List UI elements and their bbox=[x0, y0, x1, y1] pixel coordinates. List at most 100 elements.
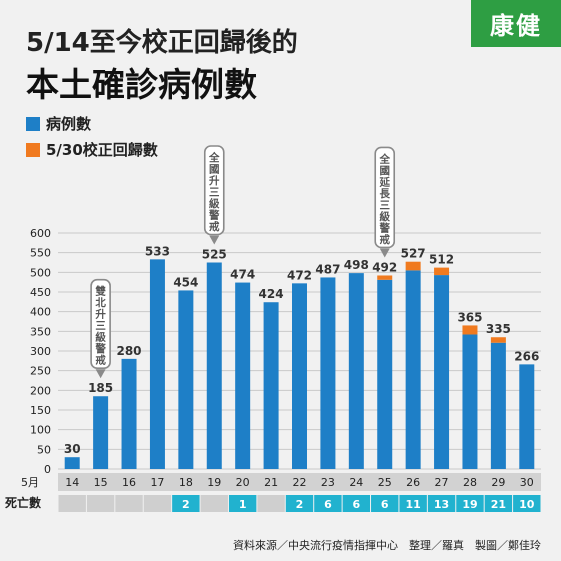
deaths-cell bbox=[86, 495, 115, 512]
deaths-cell bbox=[58, 495, 86, 512]
data-label: 185 bbox=[88, 381, 113, 395]
bar-cases bbox=[121, 358, 137, 469]
x-tick-label: 21 bbox=[264, 476, 278, 489]
bar-cases bbox=[64, 457, 80, 469]
data-label: 512 bbox=[429, 253, 454, 267]
deaths-value: 21 bbox=[491, 498, 506, 511]
deaths-cell bbox=[342, 495, 371, 512]
y-tick-label: 550 bbox=[30, 247, 51, 260]
x-tick-label: 14 bbox=[65, 476, 79, 489]
legend-item-correction: 5/30校正回歸數 bbox=[26, 139, 158, 160]
deaths-value: 6 bbox=[324, 498, 332, 511]
bar-correction bbox=[377, 275, 393, 280]
bar-cases bbox=[178, 290, 194, 469]
deaths-cell bbox=[456, 495, 484, 512]
title-line-1: 5/14至今校正回歸後的 bbox=[26, 28, 298, 58]
bar-cases bbox=[377, 279, 393, 469]
x-tick-label: 20 bbox=[236, 476, 250, 489]
deaths-value: 1 bbox=[239, 498, 247, 511]
bar-cases bbox=[434, 275, 450, 469]
x-tick-label: 28 bbox=[463, 476, 477, 489]
legend-item-cases: 病例數 bbox=[26, 113, 91, 134]
data-label: 533 bbox=[145, 244, 170, 258]
bar-cases bbox=[206, 262, 222, 469]
deaths-cell bbox=[228, 495, 257, 512]
deaths-cell bbox=[513, 495, 541, 512]
legend-label-correction: 5/30校正回歸數 bbox=[46, 141, 158, 159]
deaths-cell bbox=[285, 495, 314, 512]
annotation-text: 全國延長三級警戒 bbox=[378, 152, 390, 246]
legend-swatch-cases bbox=[26, 116, 40, 131]
bar-cases bbox=[348, 273, 364, 469]
x-axis-month-label: 5月 bbox=[21, 476, 39, 489]
bar-cases bbox=[519, 364, 535, 469]
data-label: 335 bbox=[486, 322, 511, 336]
y-tick-label: 150 bbox=[30, 404, 51, 417]
y-tick-label: 350 bbox=[30, 325, 51, 338]
title-line-2: 本土確診病例數 bbox=[26, 65, 257, 104]
y-tick-label: 250 bbox=[30, 365, 51, 378]
annotation-arrow bbox=[379, 248, 390, 258]
x-tick-label: 24 bbox=[349, 476, 363, 489]
x-axis-band bbox=[58, 473, 541, 491]
bar-correction bbox=[434, 267, 450, 276]
x-tick-label: 22 bbox=[293, 476, 307, 489]
x-tick-label: 16 bbox=[122, 476, 136, 489]
data-label: 498 bbox=[344, 258, 369, 272]
y-tick-label: 100 bbox=[30, 424, 51, 437]
x-tick-label: 17 bbox=[150, 476, 164, 489]
data-label: 527 bbox=[401, 247, 426, 261]
legend-label-cases: 病例數 bbox=[46, 115, 92, 133]
deaths-value: 13 bbox=[434, 498, 449, 511]
deaths-cell bbox=[484, 495, 513, 512]
annotation-text: 雙北升三級警戒 bbox=[94, 285, 106, 367]
deaths-value: 19 bbox=[462, 498, 477, 511]
deaths-cell bbox=[200, 495, 228, 512]
x-tick-label: 26 bbox=[406, 476, 420, 489]
y-tick-label: 200 bbox=[30, 384, 51, 397]
x-tick-label: 30 bbox=[520, 476, 534, 489]
bar-cases bbox=[292, 283, 307, 469]
legend-swatch-correction bbox=[26, 142, 40, 157]
bar-correction bbox=[462, 325, 478, 335]
deaths-value: 6 bbox=[381, 498, 389, 511]
deaths-value: 11 bbox=[405, 498, 420, 511]
deaths-cell bbox=[399, 495, 427, 512]
x-tick-label: 15 bbox=[94, 476, 108, 489]
brand-logo: 康健 bbox=[471, 0, 561, 47]
annotation-box bbox=[90, 278, 111, 370]
bar-cases bbox=[235, 282, 251, 469]
x-tick-label: 29 bbox=[491, 476, 505, 489]
bar-cases bbox=[149, 259, 165, 469]
y-tick-label: 450 bbox=[30, 286, 51, 299]
data-label: 492 bbox=[372, 260, 397, 274]
deaths-cell bbox=[143, 495, 172, 512]
annotation-text: 全國升三級警戒 bbox=[208, 151, 220, 233]
data-label: 474 bbox=[230, 268, 255, 282]
y-tick-label: 400 bbox=[30, 306, 51, 319]
y-tick-label: 0 bbox=[44, 463, 51, 476]
bar-cases bbox=[320, 277, 336, 469]
source-credit: 資料來源／中央流行疫情指揮中心 整理／羅真 製圖／鄭佳玲 bbox=[233, 539, 541, 552]
data-label: 525 bbox=[202, 248, 227, 262]
data-label: 266 bbox=[514, 349, 539, 363]
annotation-arrow bbox=[95, 369, 106, 379]
deaths-row-label: 死亡數 bbox=[5, 495, 41, 510]
annotation-box bbox=[374, 146, 396, 249]
data-label: 487 bbox=[315, 262, 340, 276]
deaths-cell bbox=[172, 495, 200, 512]
data-label: 365 bbox=[457, 310, 482, 324]
x-tick-label: 23 bbox=[321, 476, 335, 489]
deaths-cell bbox=[371, 495, 399, 512]
deaths-cell bbox=[314, 495, 342, 512]
bar-cases bbox=[263, 302, 279, 469]
deaths-value: 6 bbox=[352, 498, 360, 511]
data-label: 30 bbox=[64, 442, 81, 456]
deaths-cell bbox=[427, 495, 456, 512]
bar-cases bbox=[93, 396, 109, 469]
annotation-box bbox=[203, 145, 225, 236]
bar-correction bbox=[490, 337, 506, 343]
deaths-cell bbox=[257, 495, 285, 512]
